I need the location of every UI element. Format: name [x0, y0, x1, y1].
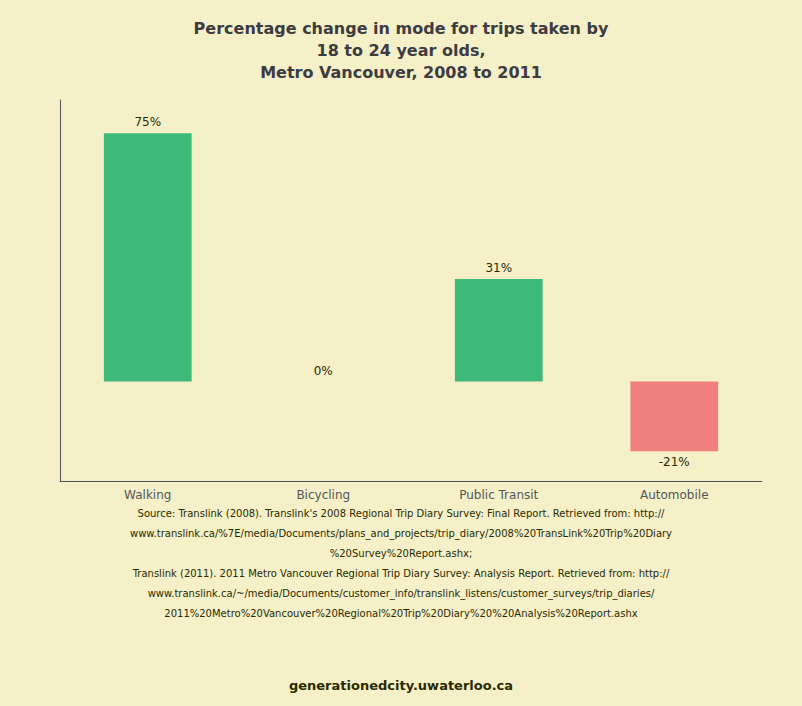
svg-text:Source: Translink (2008). Tran: Source: Translink (2008). Translink's 20…: [138, 508, 665, 519]
svg-text:2011%20Metro%20Vancouver%20Reg: 2011%20Metro%20Vancouver%20Regional%20Tr…: [164, 608, 637, 619]
svg-text:%20Survey%20Report.ashx;: %20Survey%20Report.ashx;: [330, 548, 473, 559]
svg-text:Automobile: Automobile: [640, 488, 709, 502]
svg-text:18 to 24 year olds,: 18 to 24 year olds,: [317, 41, 486, 60]
svg-text:Walking: Walking: [124, 488, 171, 502]
svg-text:www.translink.ca/~/media/Docum: www.translink.ca/~/media/Documents/custo…: [148, 588, 655, 600]
svg-text:www.translink.ca/%7E/media/Doc: www.translink.ca/%7E/media/Documents/pla…: [130, 528, 672, 540]
svg-text:0%: 0%: [314, 364, 333, 378]
svg-text:Bicycling: Bicycling: [296, 488, 350, 502]
svg-text:Public Transit: Public Transit: [459, 488, 538, 502]
svg-text:-21%: -21%: [659, 455, 690, 469]
svg-text:Percentage change in mode for: Percentage change in mode for trips take…: [194, 19, 609, 38]
svg-text:75%: 75%: [134, 115, 161, 129]
svg-text:Metro Vancouver, 2008 to 2011: Metro Vancouver, 2008 to 2011: [260, 63, 542, 82]
svg-text:generationedcity.uwaterloo.ca: generationedcity.uwaterloo.ca: [289, 678, 513, 693]
svg-text:Translink (2011). 2011 Metro V: Translink (2011). 2011 Metro Vancouver R…: [132, 568, 670, 579]
svg-text:31%: 31%: [485, 261, 512, 275]
